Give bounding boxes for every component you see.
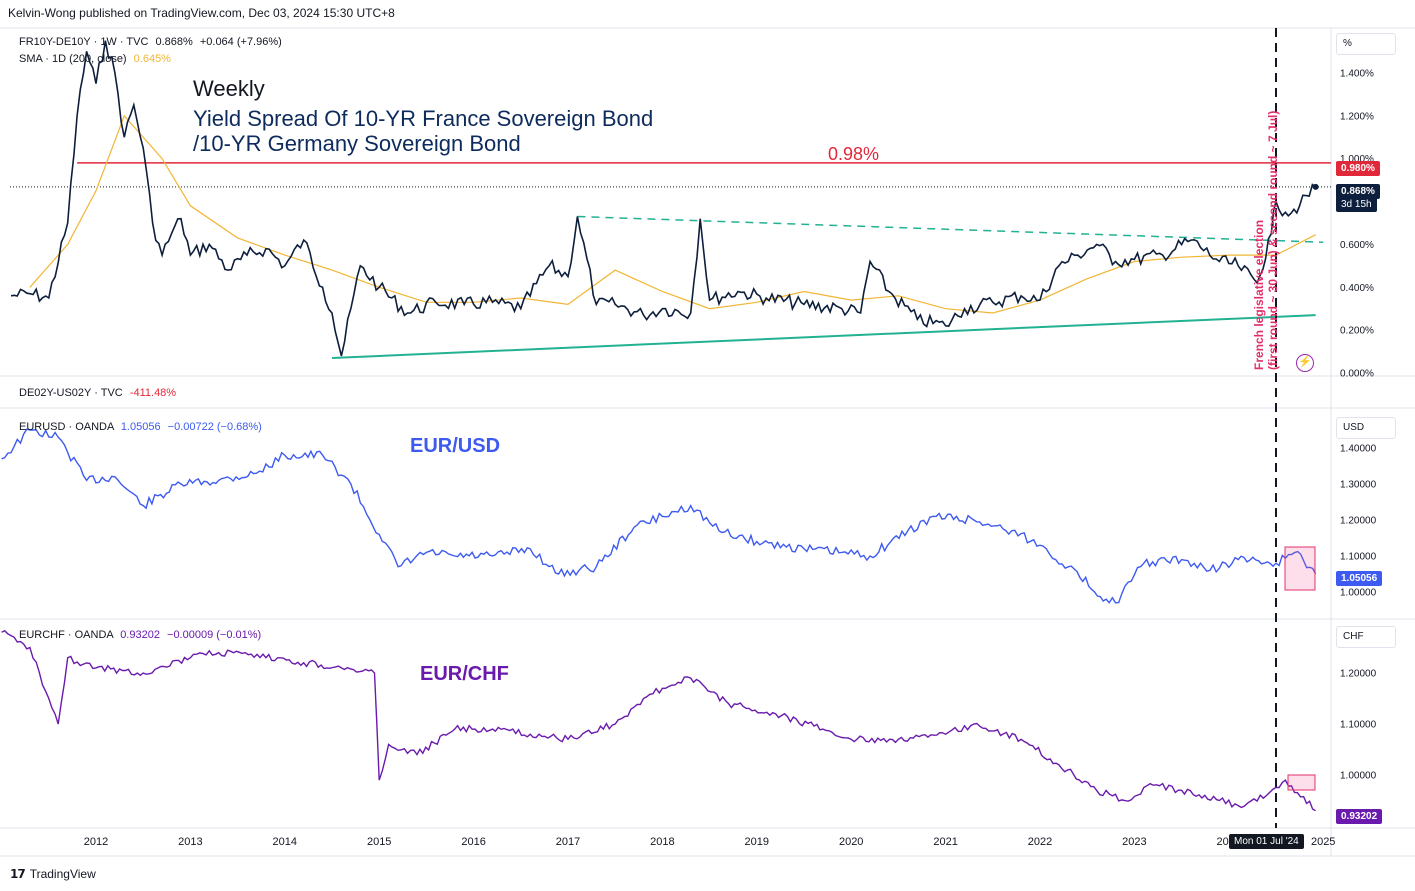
eurchf-line (1, 629, 1316, 812)
resistance-label: 0.98% (828, 144, 880, 164)
sma-legend: SMA · 1D (200, close) 0.645% (19, 53, 171, 65)
y-tick-label: 1.10000 (1340, 720, 1377, 731)
crosshair-date-label: Mon 01 Jul '24 (1229, 834, 1304, 849)
lightning-icon[interactable]: ⚡ (1296, 354, 1314, 372)
eurusd-highlight-box (1284, 546, 1316, 591)
x-tick-label: 2022 (1028, 836, 1052, 848)
x-tick-label: 2019 (745, 836, 769, 848)
y-tick-label: 1.20000 (1340, 669, 1377, 680)
pane3-legend: EURCHF · OANDA 0.93202 −0.00009 (−0.01%) (19, 629, 261, 641)
pane2-change: −0.00722 (−0.68%) (167, 421, 262, 433)
publish-header: Kelvin-Wong published on TradingView.com… (8, 6, 395, 20)
lower-trendline (331, 314, 1316, 359)
pane1-legend: FR10Y-DE10Y · 1W · TVC 0.868% +0.064 (+7… (19, 36, 282, 48)
tradingview-brand: TradingView (29, 867, 96, 881)
election-annotation-line1: French legislative election (1252, 219, 1266, 370)
eurchf-highlight-box (1287, 774, 1316, 791)
y-tick-label: 1.400% (1340, 68, 1374, 79)
x-tick-label: 2014 (273, 836, 297, 848)
countdown-tag: 3d 15h (1336, 197, 1377, 212)
y-tick-label: 1.000% (1340, 154, 1374, 165)
y-tick-label: 1.30000 (1340, 480, 1377, 491)
y-tick-label: 0.400% (1340, 283, 1374, 294)
x-tick-label: 2018 (650, 836, 674, 848)
pane1-symbol: FR10Y-DE10Y · 1W · TVC (19, 36, 149, 48)
sma-line (29, 114, 1316, 314)
tradingview-logo-icon: 𝟭𝟳 (10, 867, 26, 881)
y-tick-label: 1.200% (1340, 111, 1374, 122)
pane2-legend: EURUSD · OANDA 1.05056 −0.00722 (−0.68%) (19, 421, 262, 433)
mid-symbol: DE02Y-US02Y · TVC (19, 387, 123, 399)
pane3-unit-button[interactable]: CHF (1336, 626, 1396, 648)
resistance-price-tag: 0.980% (1336, 161, 1380, 176)
pane2-value: 1.05056 (120, 421, 161, 433)
pane3-symbol: EURCHF · OANDA (19, 629, 114, 641)
pane1-title-weekly: Weekly (193, 76, 265, 101)
pane3-title: EUR/CHF (420, 663, 509, 685)
x-tick-label: 2012 (84, 836, 108, 848)
eurusd-price-tag: 1.05056 (1336, 571, 1383, 586)
x-tick-label: 2021 (933, 836, 957, 848)
spread-price-tag: 0.868% (1336, 184, 1380, 199)
pane1-title-line2: Yield Spread Of 10-YR France Sovereign B… (193, 106, 654, 131)
x-tick-label: 2013 (178, 836, 202, 848)
y-tick-label: 1.10000 (1340, 552, 1377, 563)
y-tick-label: 1.00000 (1340, 588, 1377, 599)
spread-line (10, 40, 1317, 357)
upper-trendline (577, 215, 1324, 243)
x-tick-label: 2020 (839, 836, 863, 848)
x-tick-label: 2017 (556, 836, 580, 848)
tradingview-footer: 𝟭𝟳 TradingView (10, 867, 96, 881)
pane2-unit-button[interactable]: USD (1336, 417, 1396, 439)
y-tick-label: 0.200% (1340, 326, 1374, 337)
spread-last-point (1312, 183, 1319, 190)
sma-label: SMA · 1D (200, close) (19, 53, 127, 65)
y-tick-label: 0.000% (1340, 369, 1374, 380)
eurusd-line (1, 428, 1317, 604)
y-tick-label: 1.00000 (1340, 771, 1377, 782)
sma-value: 0.645% (133, 53, 171, 65)
pane2-symbol: EURUSD · OANDA (19, 421, 114, 433)
mid-value: -411.48% (129, 387, 177, 399)
y-tick-label: 1.40000 (1340, 444, 1377, 455)
election-annotation-line2: (first round ~ 30 Jun) & second round ~ … (1266, 110, 1280, 370)
eurchf-price-tag: 0.93202 (1336, 809, 1383, 824)
y-tick-label: 0.600% (1340, 240, 1374, 251)
x-tick-label: 2025 (1311, 836, 1335, 848)
pane1-value: 0.868% (155, 36, 193, 48)
x-tick-label: 2023 (1122, 836, 1146, 848)
y-tick-label: 1.20000 (1340, 516, 1377, 527)
pane1-unit-button[interactable]: % (1336, 33, 1396, 55)
pane3-change: −0.00009 (−0.01%) (167, 629, 262, 641)
pane1-title-line3: /10-YR Germany Sovereign Bond (193, 131, 521, 156)
pane3-value: 0.93202 (120, 629, 160, 641)
x-tick-label: 2016 (461, 836, 485, 848)
pane1-change: +0.064 (+7.96%) (199, 36, 282, 48)
mid-legend: DE02Y-US02Y · TVC -411.48% (19, 387, 176, 399)
x-tick-label: 2015 (367, 836, 391, 848)
pane2-title: EUR/USD (410, 435, 501, 457)
